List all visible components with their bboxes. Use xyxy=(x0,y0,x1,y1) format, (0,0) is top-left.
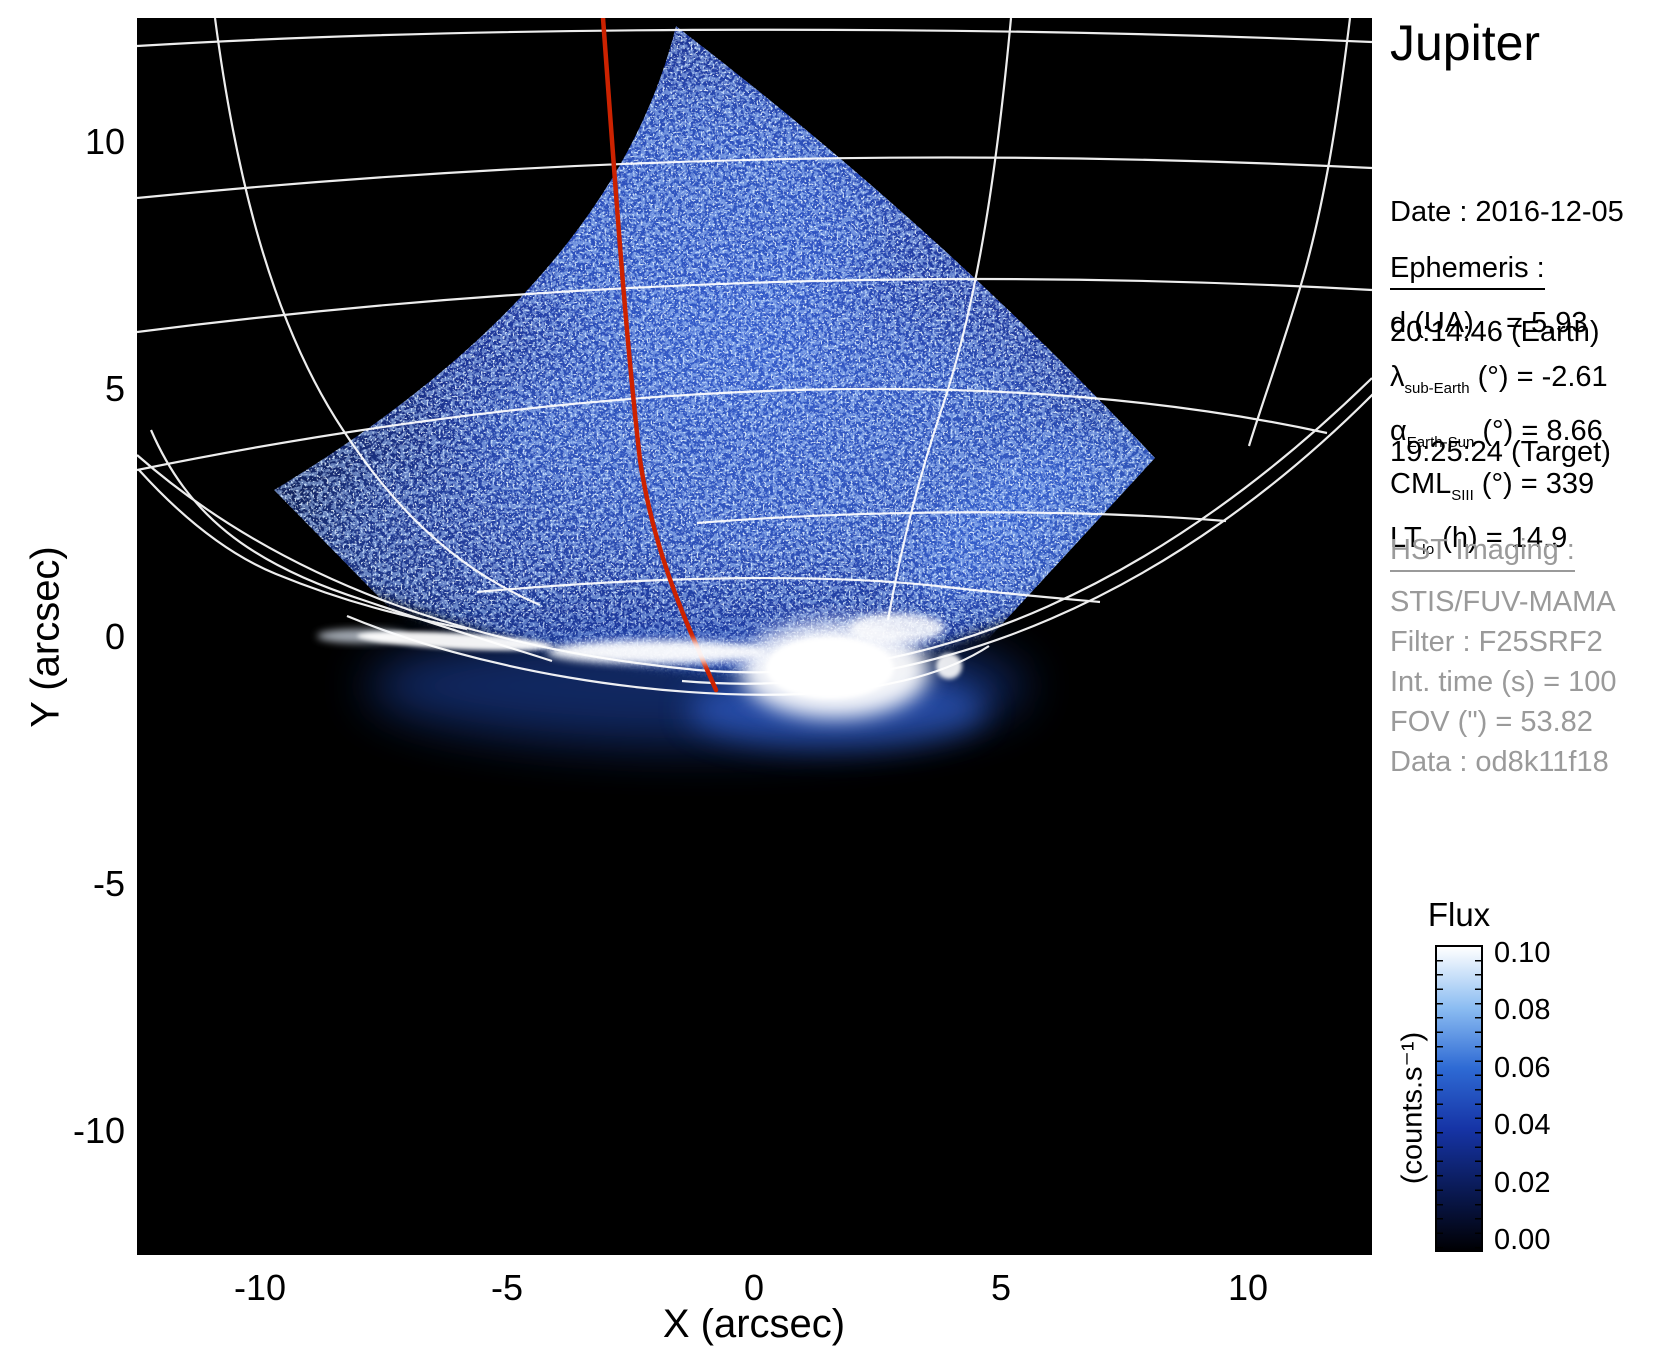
ephemeris-lt-io: LTIo (h) = 14.9 xyxy=(1390,522,1568,558)
y-tick-10: 10 xyxy=(84,121,125,162)
y-tick-m5: -5 xyxy=(92,863,125,904)
colorbar-tick-002: 0.02 xyxy=(1494,1167,1551,1199)
parallel-1 xyxy=(137,28,1372,48)
ephemeris-block: Ephemeris : d (UA) = 5.93 λsub-Earth (°)… xyxy=(1390,252,1608,571)
meridian-left xyxy=(213,18,541,607)
x-tick-0: 0 xyxy=(743,1267,765,1308)
colorbar-tick-004: 0.04 xyxy=(1494,1109,1551,1141)
colorbar-tick-008: 0.08 xyxy=(1494,994,1551,1026)
observation-datetime: Date : 2016-12-05 20:14:46 (Earth) 19:25… xyxy=(1390,112,1624,512)
colorbar-gradient xyxy=(1437,947,1481,1250)
parallel-6 xyxy=(476,576,1101,604)
ephemeris-lambda: λsub-Earth (°) = -2.61 xyxy=(1390,360,1608,397)
hst-imaging-block: HST Imaging : STIS/FUV-MAMA Filter : F25… xyxy=(1390,534,1616,782)
x-tick-10: 10 xyxy=(1227,1267,1269,1308)
x-axis-label: X (arcsec) xyxy=(662,1302,846,1346)
aurora-mid-streak xyxy=(547,640,767,664)
parallel-3 xyxy=(137,277,1372,334)
obs-target-time: 19:25:24 (Target) xyxy=(1390,436,1611,468)
polar-arc-inner xyxy=(346,614,990,696)
colorbar-minor-ticks-left xyxy=(1437,947,1443,1250)
y-tick-5: 5 xyxy=(104,368,125,409)
hst-filter: Filter : F25SRF2 xyxy=(1390,626,1603,658)
meridian-right xyxy=(886,18,1013,621)
auroral-oval xyxy=(317,613,962,718)
colorbar-tick-000: 0.00 xyxy=(1494,1224,1551,1256)
aurora-knot xyxy=(936,653,962,679)
hst-heading: HST Imaging : xyxy=(1390,534,1575,572)
page-title: Jupiter xyxy=(1390,15,1541,71)
parallel-2 xyxy=(137,156,1372,200)
meridian-far-right xyxy=(1247,18,1352,447)
ephemeris-distance: d (UA) = 5.93 xyxy=(1390,307,1588,339)
colorbar-tick-010: 0.10 xyxy=(1494,937,1551,969)
colorbar-tick-006: 0.06 xyxy=(1494,1052,1551,1084)
obs-date: Date : 2016-12-05 xyxy=(1390,196,1624,228)
colorbar-title: Flux xyxy=(1427,896,1491,933)
colorbar xyxy=(1435,945,1483,1252)
colorbar-minor-ticks-right xyxy=(1475,947,1481,1250)
hst-dataset: Data : od8k11f18 xyxy=(1390,746,1609,778)
ephemeris-cml: CMLSIII (°) = 339 xyxy=(1390,468,1595,505)
obs-earth-time: 20:14:46 (Earth) xyxy=(1390,316,1600,348)
y-tick-0: 0 xyxy=(104,616,125,657)
limb-line xyxy=(137,377,1372,674)
io-footprint-curve xyxy=(600,18,719,693)
ephemeris-heading: Ephemeris : xyxy=(1390,252,1545,290)
ephemeris-alpha: αEarth-Sun (°) = 8.66 xyxy=(1390,414,1603,451)
fuv-image xyxy=(137,18,1372,1255)
colorbar-unit-label: (counts.s⁻¹) xyxy=(1396,1031,1429,1185)
parallel-4 xyxy=(137,387,1328,472)
aurora-left-streak xyxy=(357,631,553,651)
x-tick-m10: -10 xyxy=(233,1267,287,1308)
parallel-5 xyxy=(696,511,1227,525)
below-limb-mask xyxy=(137,378,1372,1255)
x-tick-5: 5 xyxy=(990,1267,1012,1308)
x-tick-m5: -5 xyxy=(490,1267,523,1308)
y-tick-m10: -10 xyxy=(72,1110,125,1151)
hst-int-time: Int. time (s) = 100 xyxy=(1390,666,1617,698)
aurora-main-blob-core xyxy=(766,637,894,699)
plot-canvas xyxy=(137,18,1372,1255)
hst-fov: FOV (") = 53.82 xyxy=(1390,706,1593,738)
polar-arc-left-b xyxy=(138,469,468,631)
hst-instrument: STIS/FUV-MAMA xyxy=(1390,586,1616,618)
